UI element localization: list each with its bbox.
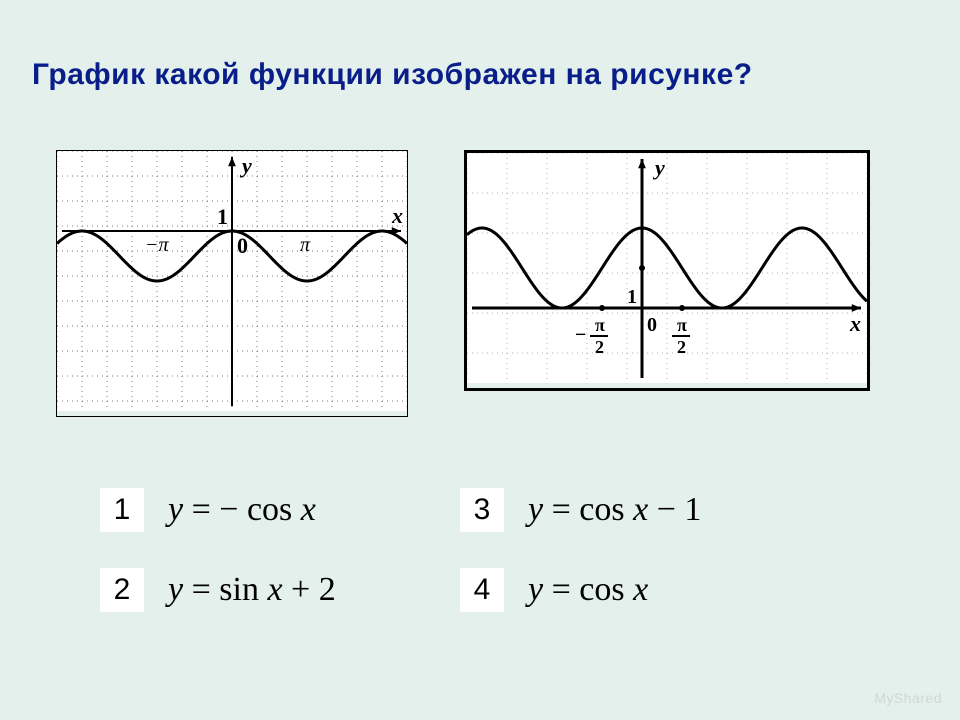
svg-text:2: 2 [677, 337, 686, 357]
svg-text:x: x [391, 203, 403, 228]
answer-formula: y = sin x + 2 [168, 571, 336, 609]
svg-text:π: π [300, 234, 311, 256]
svg-text:−: − [575, 324, 586, 346]
svg-text:x: x [849, 311, 861, 336]
svg-text:−π: −π [145, 234, 169, 256]
answer-option-3[interactable]: 3 y = cos x − 1 [460, 488, 880, 532]
answer-number: 3 [460, 488, 504, 532]
svg-text:0: 0 [647, 314, 657, 336]
answer-option-4[interactable]: 4 y = cos x [460, 568, 880, 612]
svg-text:0: 0 [237, 233, 248, 258]
answer-options: 1 y = − cos x 3 y = cos x − 1 2 y = sin x + 2… [100, 480, 880, 620]
chart-cos-minus-1: yx10−ππ [56, 150, 408, 417]
answer-formula: y = − cos x [168, 491, 316, 529]
watermark: MyShared [874, 690, 942, 706]
answer-number: 2 [100, 568, 144, 612]
svg-text:2: 2 [595, 337, 604, 357]
svg-text:1: 1 [217, 204, 228, 229]
svg-text:π: π [677, 315, 687, 335]
answer-option-1[interactable]: 1 y = − cos x [100, 488, 420, 532]
answer-number: 4 [460, 568, 504, 612]
chart-cos-plus-1: yx10π2−π2 [464, 150, 870, 391]
answer-formula: y = cos x [528, 571, 648, 609]
svg-text:1: 1 [627, 286, 637, 308]
svg-text:π: π [595, 315, 605, 335]
answer-option-2[interactable]: 2 y = sin x + 2 [100, 568, 420, 612]
answer-number: 1 [100, 488, 144, 532]
answer-formula: y = cos x − 1 [528, 491, 701, 529]
slide: График какой функции изображен на рисунк… [0, 0, 960, 720]
page-title: График какой функции изображен на рисунк… [32, 58, 928, 92]
charts-row: yx10−ππ yx10π2−π2 [56, 150, 870, 417]
